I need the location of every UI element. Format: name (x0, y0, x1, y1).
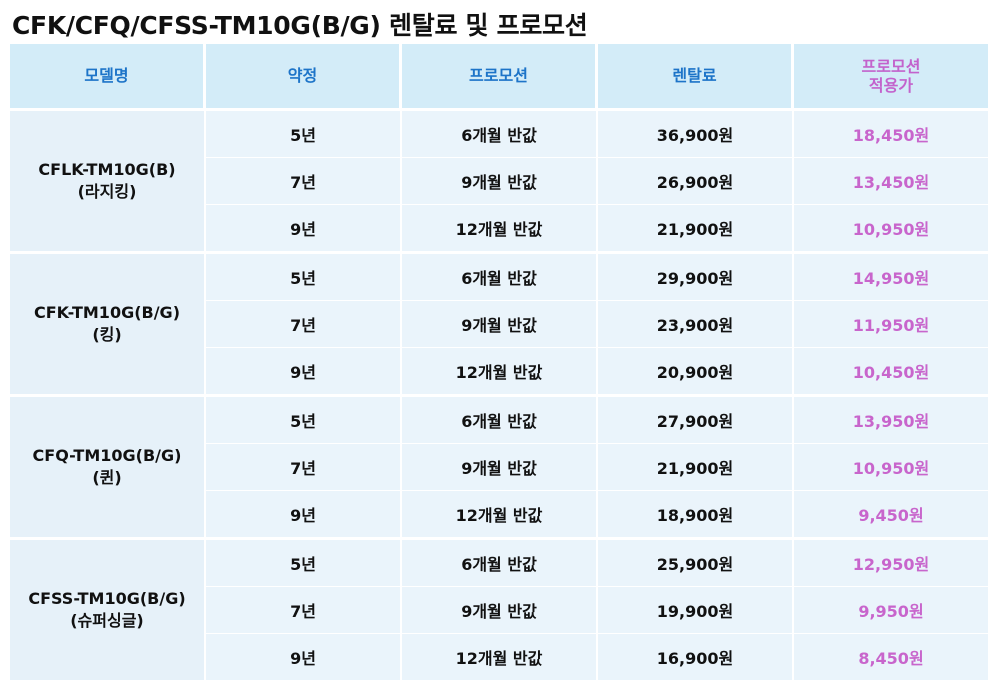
promotion-cell: 12개월 반값 (402, 204, 598, 251)
table-row: 9년 12개월 반값 18,900원 9,450원 (10, 490, 988, 537)
promotion-cell: 12개월 반값 (402, 347, 598, 394)
rental-fee-cell: 21,900원 (598, 443, 794, 490)
contract-cell: 7년 (206, 300, 402, 347)
table-row: 7년 9개월 반값 19,900원 9,950원 (10, 586, 988, 633)
promo-price-cell: 10,950원 (794, 204, 988, 251)
promo-price-cell: 18,450원 (794, 108, 988, 157)
promo-price-cell: 11,950원 (794, 300, 988, 347)
promo-price-cell: 13,450원 (794, 157, 988, 204)
contract-cell: 9년 (206, 490, 402, 537)
model-name-cell: CFLK-TM10G(B) (라지킹) (10, 108, 206, 251)
promo-price-cell: 9,950원 (794, 586, 988, 633)
promo-price-cell: 13,950원 (794, 394, 988, 443)
header-rental-fee: 렌탈료 (598, 44, 794, 108)
model-code: CFSS-TM10G(B/G) (28, 589, 186, 609)
rental-fee-cell: 36,900원 (598, 108, 794, 157)
promo-price-cell: 9,450원 (794, 490, 988, 537)
table-row: 9년 12개월 반값 21,900원 10,950원 (10, 204, 988, 251)
table-row: CFQ-TM10G(B/G) (퀸) 5년 6개월 반값 27,900원 13,… (10, 394, 988, 537)
header-promo-price: 프로모션 적용가 (794, 44, 988, 108)
promotion-cell: 12개월 반값 (402, 633, 598, 680)
promotion-cell: 9개월 반값 (402, 157, 598, 204)
model-size: (퀸) (92, 468, 122, 487)
promo-price-cell: 12,950원 (794, 537, 988, 586)
contract-cell: 9년 (206, 347, 402, 394)
model-size: (슈퍼싱글) (70, 611, 144, 630)
contract-cell: 9년 (206, 204, 402, 251)
header-contract: 약정 (206, 44, 402, 108)
header-model: 모델명 (10, 44, 206, 108)
promo-price-cell: 14,950원 (794, 251, 988, 300)
rental-fee-cell: 16,900원 (598, 633, 794, 680)
contract-cell: 7년 (206, 443, 402, 490)
promotion-cell: 6개월 반값 (402, 394, 598, 443)
rental-fee-cell: 19,900원 (598, 586, 794, 633)
model-name-cell: CFQ-TM10G(B/G) (퀸) (10, 394, 206, 537)
model-code: CFK-TM10G(B/G) (34, 303, 180, 323)
table-row: CFLK-TM10G(B) (라지킹) 5년 6개월 반값 36,900원 18… (10, 108, 988, 251)
table-row: 7년 9개월 반값 26,900원 13,450원 (10, 157, 988, 204)
rental-fee-cell: 23,900원 (598, 300, 794, 347)
promo-price-cell: 10,450원 (794, 347, 988, 394)
promo-price-cell: 10,950원 (794, 443, 988, 490)
contract-cell: 7년 (206, 157, 402, 204)
contract-cell: 7년 (206, 586, 402, 633)
promotion-cell: 12개월 반값 (402, 490, 598, 537)
model-code: CFQ-TM10G(B/G) (32, 446, 182, 466)
rental-fee-cell: 18,900원 (598, 490, 794, 537)
rental-fee-cell: 29,900원 (598, 251, 794, 300)
table-row: 9년 12개월 반값 16,900원 8,450원 (10, 633, 988, 680)
table-row: 7년 9개월 반값 23,900원 11,950원 (10, 300, 988, 347)
promotion-cell: 9개월 반값 (402, 300, 598, 347)
model-code: CFLK-TM10G(B) (38, 160, 176, 180)
page-title: CFK/CFQ/CFSS-TM10G(B/G) 렌탈료 및 프로모션 (12, 11, 588, 40)
rental-fee-cell: 20,900원 (598, 347, 794, 394)
promotion-cell: 9개월 반값 (402, 586, 598, 633)
table-row: 9년 12개월 반값 20,900원 10,450원 (10, 347, 988, 394)
table-row: CFSS-TM10G(B/G) (슈퍼싱글) 5년 6개월 반값 25,900원… (10, 537, 988, 680)
rental-fee-cell: 21,900원 (598, 204, 794, 251)
model-size: (라지킹) (77, 182, 137, 201)
model-size: (킹) (92, 325, 122, 344)
contract-cell: 5년 (206, 108, 402, 157)
promotion-cell: 9개월 반값 (402, 443, 598, 490)
header-row: 모델명 약정 프로모션 렌탈료 프로모션 적용가 (10, 44, 988, 108)
rental-fee-cell: 26,900원 (598, 157, 794, 204)
header-promotion: 프로모션 (402, 44, 598, 108)
model-name-cell: CFSS-TM10G(B/G) (슈퍼싱글) (10, 537, 206, 680)
promotion-cell: 6개월 반값 (402, 108, 598, 157)
promotion-cell: 6개월 반값 (402, 251, 598, 300)
rental-fee-cell: 25,900원 (598, 537, 794, 586)
contract-cell: 9년 (206, 633, 402, 680)
model-name-cell: CFK-TM10G(B/G) (킹) (10, 251, 206, 394)
rental-fee-cell: 27,900원 (598, 394, 794, 443)
promo-price-cell: 8,450원 (794, 633, 988, 680)
contract-cell: 5년 (206, 394, 402, 443)
rental-price-table: 모델명 약정 프로모션 렌탈료 프로모션 적용가 CFLK-TM10G(B) (… (10, 44, 988, 680)
table-row: CFK-TM10G(B/G) (킹) 5년 6개월 반값 29,900원 14,… (10, 251, 988, 394)
header-promo-price-line2: 적용가 (868, 76, 914, 95)
contract-cell: 5년 (206, 251, 402, 300)
header-promo-price-line1: 프로모션 (861, 56, 921, 76)
table-row: 7년 9개월 반값 21,900원 10,950원 (10, 443, 988, 490)
contract-cell: 5년 (206, 537, 402, 586)
promotion-cell: 6개월 반값 (402, 537, 598, 586)
